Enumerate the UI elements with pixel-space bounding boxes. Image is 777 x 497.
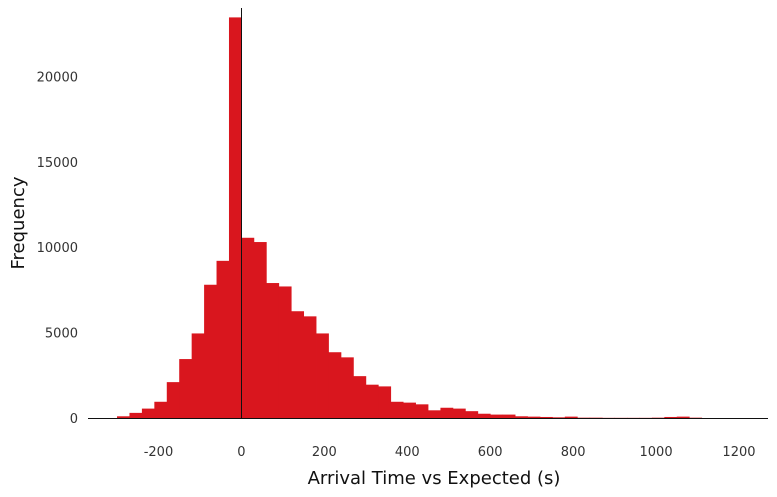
histogram-bar xyxy=(216,260,230,418)
x-tick-label: -200 xyxy=(144,445,174,460)
histogram-bar xyxy=(253,242,267,418)
histogram-bar xyxy=(465,411,479,418)
y-tick-label: 15000 xyxy=(37,156,78,171)
x-tick-label: 200 xyxy=(312,445,337,460)
histogram-bar xyxy=(316,333,329,418)
histogram-bar xyxy=(154,401,168,418)
x-tick-label: 800 xyxy=(561,445,586,460)
x-tick-label: 400 xyxy=(395,445,420,460)
histogram-bar xyxy=(378,386,392,418)
x-tick-labels: -200 0 200 400 600 800 1000 1200 xyxy=(144,445,756,460)
histogram-bar xyxy=(676,416,690,418)
histogram-bar xyxy=(552,417,566,418)
histogram-bar xyxy=(403,402,416,418)
histogram-bar xyxy=(353,376,367,418)
histogram-bar xyxy=(502,414,516,418)
histogram-bar xyxy=(166,382,180,418)
x-tick-label: 1200 xyxy=(722,445,755,460)
histogram-bar xyxy=(340,357,354,418)
y-tick-label: 5000 xyxy=(45,327,78,342)
histogram-bar xyxy=(179,359,193,418)
histogram-bar xyxy=(564,416,578,418)
x-tick-label: 0 xyxy=(237,445,245,460)
histogram-bar xyxy=(390,401,404,418)
histogram-bar xyxy=(129,412,143,418)
histogram-bar xyxy=(440,407,454,418)
histogram-bar xyxy=(228,17,242,418)
histogram-bar xyxy=(365,384,379,418)
histogram-bar xyxy=(278,286,292,418)
histogram-bar xyxy=(515,416,528,418)
histogram-bar xyxy=(527,416,541,418)
histogram-bar xyxy=(428,410,441,418)
histogram-bar xyxy=(452,408,466,418)
histogram-bar xyxy=(539,416,553,418)
histogram-bar xyxy=(117,416,130,418)
histogram-bar xyxy=(415,404,429,418)
histogram-bar xyxy=(303,316,317,418)
histogram-bar xyxy=(266,283,280,418)
y-tick-label: 10000 xyxy=(37,241,78,256)
histogram-bar xyxy=(191,333,205,418)
histogram-bar xyxy=(664,416,678,418)
y-tick-labels: 0 5000 10000 15000 20000 xyxy=(37,70,78,427)
histogram-bar xyxy=(328,352,342,418)
x-tick-label: 600 xyxy=(478,445,503,460)
bars-group xyxy=(117,17,703,418)
histogram-bar xyxy=(141,408,155,418)
histogram-bar xyxy=(241,237,255,418)
histogram-bar xyxy=(291,311,305,418)
y-tick-label: 20000 xyxy=(37,70,78,85)
histogram-bar xyxy=(477,413,491,418)
x-axis-title: Arrival Time vs Expected (s) xyxy=(308,468,561,489)
x-tick-label: 1000 xyxy=(640,445,673,460)
y-tick-label: 0 xyxy=(70,412,78,427)
y-axis-title: Frequency xyxy=(8,176,29,269)
histogram-bar xyxy=(204,284,217,418)
histogram-bar xyxy=(490,414,504,418)
